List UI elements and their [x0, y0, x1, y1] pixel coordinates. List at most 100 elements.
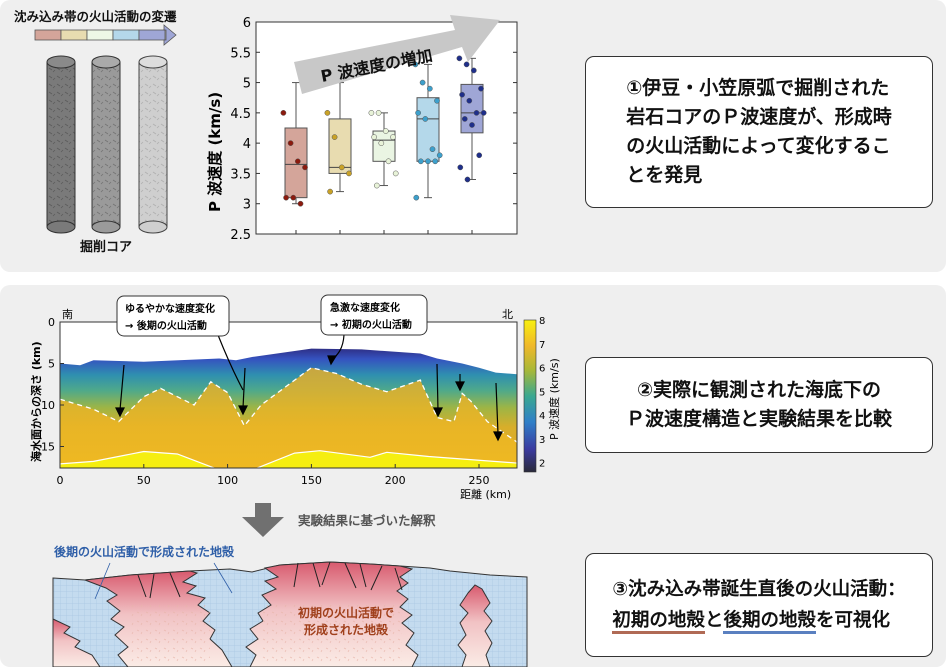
data-point [461, 116, 468, 122]
velocity-boxplot: 2.533.544.555.56 P 波速度の増加 P 波速度 (km/s) [206, 15, 518, 243]
comparison-box: ②実際に観測された海底下の Ｐ波速度構造と実験結果を比較 [585, 357, 933, 453]
box [328, 118, 352, 174]
colorbar-tick-label: 7 [539, 340, 545, 351]
section-x-label: 距離 (km) [460, 487, 511, 501]
data-point [371, 134, 377, 140]
core-light [138, 55, 168, 234]
y-tick-label: 4.5 [230, 107, 251, 122]
data-point [434, 97, 440, 104]
y-tick-label: 3.5 [230, 167, 251, 182]
interpretation-arrow-label: 実験結果に基づいた解釈 [298, 513, 436, 528]
data-point [419, 79, 426, 86]
down-arrow-icon [242, 503, 284, 537]
early-crust-label-line: 初期の火山活動で [298, 606, 395, 620]
colorbar-tick-label: 5 [539, 387, 545, 398]
early-crust-label-line: 形成された地殻 [304, 623, 389, 637]
colorbar [523, 319, 537, 473]
x-tick-label: 200 [385, 474, 406, 487]
y-tick-label: 15 [41, 441, 55, 454]
data-point [478, 85, 484, 92]
x-tick-label: 250 [469, 474, 490, 487]
core-label: 掘削コア [80, 240, 133, 255]
deep-crust-field [60, 367, 517, 468]
y-tick-label: 6 [243, 16, 251, 31]
y-tick-label: 3 [243, 198, 251, 213]
x-tick-label: 100 [217, 474, 238, 487]
label-leaders [94, 562, 233, 600]
colorbar-tick-label: 8 [539, 316, 545, 327]
data-point [287, 140, 294, 146]
early-crust-label: 初期の火山活動で 形成された地殻 [298, 605, 394, 639]
finding-line: ①伊豆・小笠原弧で掘削された [626, 77, 890, 99]
y-axis-label: P 波速度 (km/s) [206, 92, 224, 212]
data-point [469, 122, 475, 128]
finding-line: 岩石コアのＰ波速度が、形成時 [626, 106, 892, 128]
box [416, 97, 440, 162]
crust-cross-section [52, 561, 528, 667]
x-tick-label: 150 [301, 474, 322, 487]
data-point [422, 116, 429, 122]
data-point [346, 170, 352, 177]
transition-arrow [34, 24, 177, 46]
late-crust-label: 後期の火山活動で形成された地殻 [54, 545, 235, 559]
transition-segment [86, 29, 114, 41]
x-tick-label: 0 [57, 474, 64, 487]
north-label: 北 [502, 308, 513, 321]
data-point [338, 164, 345, 171]
callout-gradual: ゆるやかな速度変化 → 後期の火山活動 [116, 295, 230, 337]
summary-line-1: ③沈み込み帯誕生直後の火山活動： [612, 579, 906, 600]
data-point [426, 85, 433, 92]
summary-tail: を可視化 [815, 610, 890, 631]
summary-conjunction: と [704, 610, 724, 631]
x-tick-label: 50 [137, 474, 151, 487]
data-point [456, 55, 463, 62]
callout-gradual-line: ゆるやかな速度変化 [125, 302, 215, 315]
summary-line-2: 初期の地殻と後期の地殻を可視化 [612, 605, 905, 636]
data-point [476, 152, 483, 159]
section-y-label: 海水面からの深さ (km) [29, 341, 43, 462]
data-point [412, 61, 419, 68]
comparison-line: Ｐ波速度構造と実験結果を比較 [625, 408, 892, 430]
trend-arrow [294, 15, 500, 94]
core-dark [46, 55, 76, 234]
vertical-arrows [115, 334, 503, 442]
box-group [324, 82, 352, 234]
data-point [480, 110, 487, 116]
box-group [412, 61, 443, 234]
data-point [324, 110, 331, 116]
y-tick-label: 10 [41, 399, 55, 412]
transition-segment [34, 29, 62, 41]
data-point [459, 91, 465, 98]
callout-abrupt: 急激な速度変化 → 初期の火山活動 [320, 294, 428, 336]
data-point [297, 200, 304, 207]
callout-abrupt-line: → 初期の火山活動 [330, 318, 412, 331]
transition-segment [60, 29, 88, 41]
transition-title: 沈み込み帯の火山活動の変遷 [14, 9, 177, 24]
box-group [280, 82, 308, 234]
box-group [456, 55, 487, 234]
data-point [464, 176, 471, 183]
mantle-region [60, 450, 517, 468]
south-label: 南 [62, 308, 73, 321]
data-point [382, 128, 389, 134]
y-tick-label: 5 [243, 77, 251, 92]
callout-abrupt-line: 急激な速度変化 [330, 301, 400, 314]
data-point [415, 110, 421, 116]
y-tick-label: 4 [243, 137, 251, 152]
data-point [331, 134, 338, 140]
box-group [368, 110, 399, 234]
colorbar-tick-label: 6 [539, 364, 545, 375]
data-point [473, 110, 480, 116]
transition-segment [138, 29, 166, 41]
data-point [373, 182, 380, 189]
y-tick-label: 5 [48, 358, 55, 371]
data-point [368, 110, 375, 116]
seismic-section: 0 50 100 150 200 250 0 5 10 15 南 北 ゆるやかな速度変化 → 後期… [29, 294, 560, 501]
data-point [470, 67, 477, 74]
data-point [378, 140, 385, 146]
comparison-line: ②実際に観測された海底下の [636, 379, 882, 401]
data-point [463, 61, 470, 68]
drill-cores [46, 55, 168, 234]
early-crust-term: 初期の地殻 [612, 610, 705, 634]
finding-line: とを発見 [626, 164, 703, 186]
